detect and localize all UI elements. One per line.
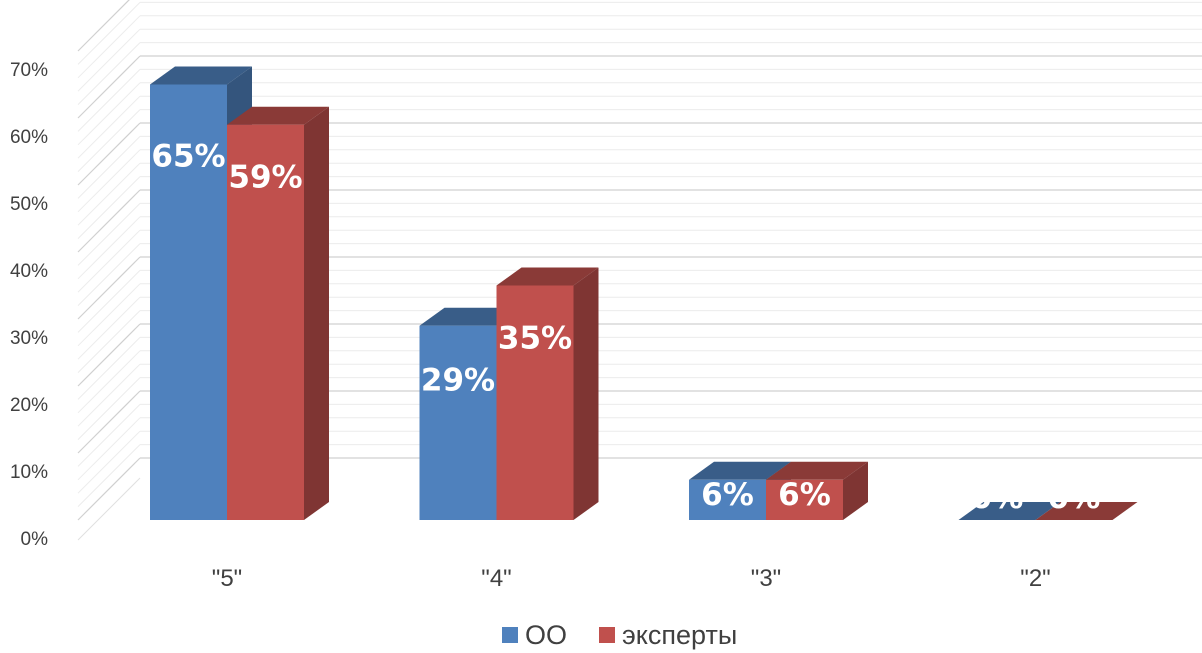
- x-category-label: "2": [1020, 565, 1050, 592]
- bar-oo: [958, 502, 1061, 520]
- y-tick-label: 0%: [21, 529, 49, 550]
- bar-side-face: [573, 267, 599, 520]
- data-label: 29%: [421, 363, 495, 399]
- data-label: 0%: [971, 480, 1024, 516]
- legend-label: эксперты: [622, 620, 737, 650]
- bar-top-face: [227, 106, 329, 125]
- data-label: 59%: [228, 160, 302, 196]
- y-tick-label: 60%: [10, 127, 48, 148]
- bar-experts: [227, 106, 329, 520]
- bars-layer: [150, 66, 1138, 520]
- y-tick-label: 70%: [10, 60, 48, 81]
- bar-side-face: [843, 461, 868, 520]
- y-tick-label: 50%: [10, 194, 48, 215]
- x-category-label: "5": [212, 565, 242, 592]
- legend: ОО эксперты: [502, 620, 737, 650]
- bar-front-face: [227, 124, 304, 520]
- data-labels: 65%59% 29%35% 6% 6% 0% 0%: [151, 139, 1100, 517]
- bar-experts: [766, 461, 868, 520]
- data-label: 65%: [151, 139, 225, 175]
- bar-front-face: [419, 325, 497, 520]
- y-tick-label: 40%: [10, 261, 48, 282]
- bar-side-face: [304, 106, 329, 520]
- y-tick-label: 10%: [10, 462, 48, 483]
- bar-front-face: [150, 84, 227, 520]
- bar-experts: [1035, 502, 1138, 520]
- y-tick-label: 20%: [10, 395, 48, 416]
- bar-top-face: [689, 461, 791, 480]
- bar-top-face: [150, 66, 252, 85]
- bar-front-face: [689, 479, 766, 520]
- legend-label: ОО: [525, 620, 567, 650]
- bar-top-face: [766, 461, 868, 480]
- bar-top-face: [419, 307, 522, 326]
- legend-swatch: [599, 627, 615, 643]
- data-label: 6%: [778, 477, 831, 513]
- legend-swatch: [502, 627, 518, 643]
- x-category-label: "4": [481, 565, 511, 592]
- data-label: 35%: [498, 321, 572, 357]
- bar-front-face: [496, 285, 574, 520]
- bar-top-face: [1035, 502, 1138, 520]
- bar-experts: [496, 267, 599, 520]
- y-axis: 0% 10% 20% 30% 40% 50% 60% 70%: [10, 60, 48, 550]
- bar-top-face: [958, 502, 1061, 520]
- bar-front-face: [766, 479, 843, 520]
- data-label: 0%: [1048, 480, 1101, 516]
- data-label: 6%: [701, 477, 754, 513]
- y-tick-label: 30%: [10, 328, 48, 349]
- x-category-label: "3": [751, 565, 781, 592]
- bar-top-face: [496, 267, 599, 286]
- x-axis: "5" "4" "3" "2": [212, 565, 1051, 592]
